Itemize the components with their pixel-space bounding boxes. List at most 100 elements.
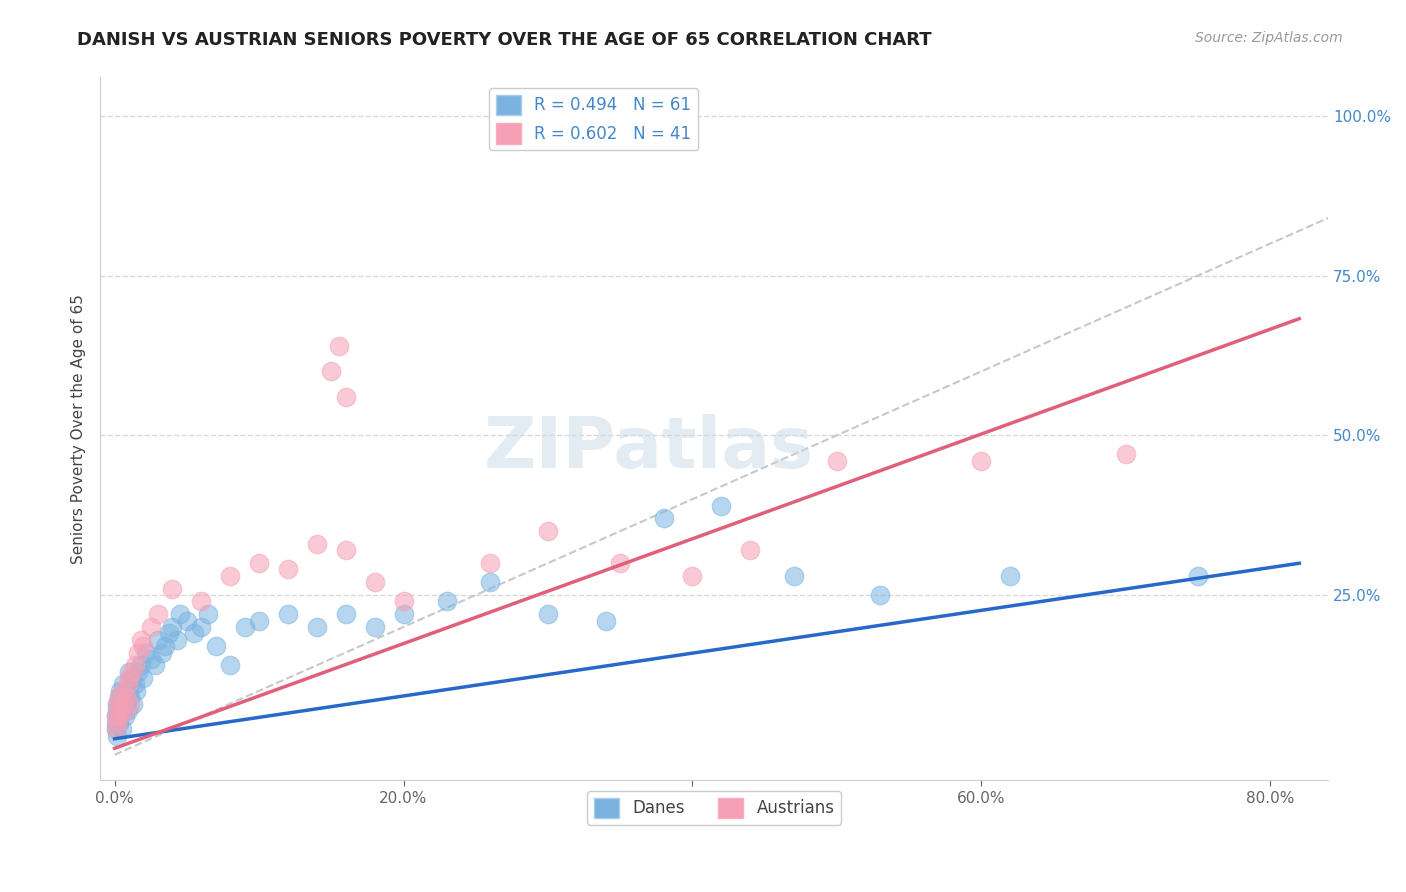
Point [363,575,385,590]
Point [111,697,134,711]
Point [652,511,675,525]
Point [105,715,128,730]
Point [392,607,415,622]
Point [436,594,458,608]
Point [108,690,131,705]
Point [105,722,128,736]
Point [122,697,145,711]
Point [114,709,136,723]
Point [190,620,212,634]
Point [124,658,146,673]
Point [120,690,142,705]
Point [112,703,135,717]
Point [537,524,560,538]
Point [537,607,560,622]
Point [121,671,143,685]
Point [247,614,270,628]
Point [190,594,212,608]
Point [219,569,242,583]
Point [162,582,184,596]
Point [162,620,184,634]
Point [112,677,135,691]
Point [107,729,129,743]
Point [479,575,502,590]
Point [682,569,704,583]
Text: DANISH VS AUSTRIAN SENIORS POVERTY OVER THE AGE OF 65 CORRELATION CHART: DANISH VS AUSTRIAN SENIORS POVERTY OVER … [77,31,932,49]
Point [609,556,631,570]
Point [321,364,343,378]
Point [1187,569,1209,583]
Point [108,703,131,717]
Point [107,697,129,711]
Point [277,562,299,576]
Point [114,690,136,705]
Point [121,665,143,679]
Point [127,665,149,679]
Point [107,715,129,730]
Point [105,709,128,723]
Point [869,588,891,602]
Point [335,543,357,558]
Point [305,537,328,551]
Point [335,607,357,622]
Point [135,646,157,660]
Point [219,658,242,673]
Point [115,690,138,705]
Point [146,607,169,622]
Point [825,454,848,468]
Point [1000,569,1022,583]
Point [169,607,191,622]
Point [247,556,270,570]
Point [110,709,132,723]
Point [782,569,804,583]
Point [132,671,155,685]
Point [146,632,169,647]
Point [117,677,139,691]
Point [166,632,188,647]
Point [107,703,129,717]
Point [111,697,134,711]
Point [114,703,136,717]
Point [233,620,256,634]
Point [277,607,299,622]
Point [595,614,617,628]
Point [118,683,141,698]
Point [710,499,733,513]
Point [125,683,148,698]
Text: ZIPatlas: ZIPatlas [484,414,814,483]
Point [111,722,134,736]
Point [107,697,129,711]
Point [129,632,152,647]
Point [105,709,128,723]
Point [120,697,142,711]
Point [110,709,132,723]
Point [150,646,173,660]
Point [363,620,385,634]
Point [110,683,132,698]
Point [124,677,146,691]
Point [970,454,993,468]
Point [176,614,198,628]
Point [117,703,139,717]
Point [159,626,181,640]
Point [115,697,138,711]
Point [143,658,166,673]
Point [1115,447,1137,461]
Point [105,722,128,736]
Text: Source: ZipAtlas.com: Source: ZipAtlas.com [1195,31,1343,45]
Point [392,594,415,608]
Point [479,556,502,570]
Point [305,620,328,634]
Point [118,665,141,679]
Point [139,652,162,666]
Point [118,671,141,685]
Point [139,620,162,634]
Point [183,626,205,640]
Point [197,607,219,622]
Point [108,690,131,705]
Point [112,683,135,698]
Point [108,715,131,730]
Point [132,639,155,653]
Point [328,339,350,353]
Point [740,543,762,558]
